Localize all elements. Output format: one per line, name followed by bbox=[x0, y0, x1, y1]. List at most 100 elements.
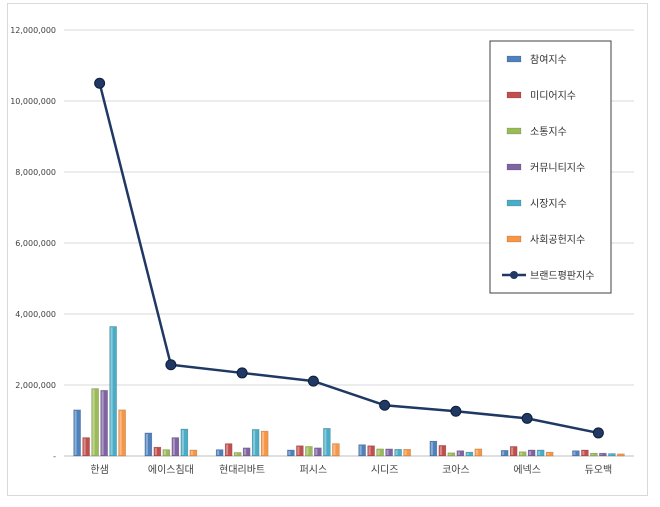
x-axis-categories: 한샘 에이스침대 현대리바트 퍼시스 시디즈 코아스 에넥스 듀오백 bbox=[90, 464, 612, 476]
line-point bbox=[521, 412, 533, 424]
bar-highlight bbox=[74, 410, 77, 455]
bar-highlight bbox=[502, 451, 505, 455]
legend-label: 시장지수 bbox=[530, 198, 567, 210]
bar-highlight bbox=[466, 453, 469, 455]
bar-highlight bbox=[475, 449, 478, 455]
x-category-label: 에이스침대 bbox=[148, 464, 194, 476]
bar-highlight bbox=[333, 444, 336, 455]
legend-label: 사회공헌지수 bbox=[530, 234, 585, 246]
bar-highlight bbox=[101, 391, 104, 455]
x-category-label: 에넥스 bbox=[513, 464, 541, 476]
bar bbox=[367, 445, 375, 457]
bar-highlight bbox=[253, 430, 256, 455]
bar bbox=[509, 446, 518, 457]
bar-highlight bbox=[573, 451, 576, 455]
bar-highlight bbox=[235, 453, 238, 455]
bar bbox=[332, 443, 340, 457]
bar bbox=[171, 437, 180, 457]
legend-label: 브랜드평판지수 bbox=[530, 270, 594, 282]
y-tick-label: - bbox=[53, 452, 56, 461]
legend-swatch bbox=[506, 199, 522, 207]
line-point bbox=[307, 375, 319, 387]
bar bbox=[447, 452, 456, 457]
bar bbox=[403, 449, 411, 457]
bar-highlight bbox=[386, 449, 389, 455]
bar bbox=[251, 429, 260, 457]
bar-highlight bbox=[163, 450, 166, 455]
bar bbox=[162, 449, 171, 457]
bar-highlight bbox=[377, 449, 380, 455]
line-point bbox=[379, 399, 391, 411]
bar-highlight bbox=[582, 450, 585, 455]
bar-highlight bbox=[190, 450, 193, 455]
bar-highlight bbox=[439, 446, 442, 455]
bar-highlight bbox=[430, 442, 433, 455]
bar-highlight bbox=[297, 446, 300, 455]
bar bbox=[287, 449, 295, 457]
bar-highlight bbox=[306, 447, 309, 455]
bar bbox=[590, 452, 598, 457]
bar-highlight bbox=[92, 389, 95, 455]
legend-label: 미디어지수 bbox=[530, 90, 576, 102]
bar bbox=[545, 451, 554, 457]
line-series bbox=[94, 77, 604, 439]
bar bbox=[100, 390, 108, 457]
bar-highlight bbox=[324, 429, 327, 455]
x-category-label: 듀오백 bbox=[585, 464, 613, 476]
x-category-label: 코아스 bbox=[442, 464, 470, 476]
y-tick-label: 12,000,000 bbox=[10, 26, 56, 35]
bar bbox=[260, 430, 269, 457]
bar-highlight bbox=[368, 446, 371, 455]
bar bbox=[109, 326, 117, 457]
bar-highlight bbox=[511, 447, 514, 455]
bar-highlight bbox=[244, 448, 247, 455]
y-tick-label: 8,000,000 bbox=[15, 168, 56, 177]
bar bbox=[376, 448, 384, 457]
line-point bbox=[165, 359, 177, 371]
y-axis-ticks: - 2,000,000 4,000,000 6,000,000 8,000,000 10,… bbox=[10, 26, 56, 461]
y-tick-label: 4,000,000 bbox=[15, 310, 56, 319]
bar-highlight bbox=[359, 445, 362, 455]
legend-label: 소통지수 bbox=[530, 126, 567, 138]
bar-highlight bbox=[600, 454, 603, 455]
y-tick-label: 6,000,000 bbox=[15, 239, 56, 248]
bar-highlight bbox=[226, 444, 229, 455]
bar-highlight bbox=[145, 433, 148, 455]
bar-highlight bbox=[288, 450, 291, 455]
bar-highlight bbox=[315, 448, 318, 455]
bar-highlight bbox=[448, 453, 451, 455]
bar bbox=[536, 449, 545, 457]
y-tick-label: 10,000,000 bbox=[10, 97, 56, 106]
x-category-label: 현대리바트 bbox=[219, 464, 265, 476]
bar bbox=[305, 446, 313, 457]
bar bbox=[224, 443, 233, 457]
bar bbox=[314, 447, 322, 457]
legend-swatch bbox=[506, 91, 522, 99]
bar-highlight bbox=[520, 452, 523, 455]
bar bbox=[189, 449, 198, 457]
bar bbox=[518, 451, 527, 457]
bar bbox=[82, 437, 90, 457]
bar bbox=[358, 444, 366, 457]
bar-highlight bbox=[547, 453, 550, 455]
bar bbox=[180, 428, 189, 457]
bar-highlight bbox=[119, 410, 122, 455]
bar-highlight bbox=[110, 327, 113, 455]
legend-swatch bbox=[506, 163, 522, 171]
bar bbox=[242, 447, 251, 457]
x-category-label: 퍼시스 bbox=[300, 464, 328, 476]
bar bbox=[527, 449, 536, 457]
bar-highlight bbox=[154, 448, 157, 455]
legend-swatch bbox=[506, 55, 522, 63]
y-tick-label: 2,000,000 bbox=[15, 381, 56, 390]
bar bbox=[608, 453, 616, 457]
bar-series bbox=[73, 326, 625, 457]
line-point bbox=[592, 427, 604, 439]
bar bbox=[233, 452, 242, 457]
bar bbox=[385, 448, 393, 457]
bar-highlight bbox=[457, 451, 460, 455]
bar bbox=[118, 409, 126, 457]
bar-highlight bbox=[404, 450, 407, 455]
legend-swatch bbox=[506, 127, 522, 135]
